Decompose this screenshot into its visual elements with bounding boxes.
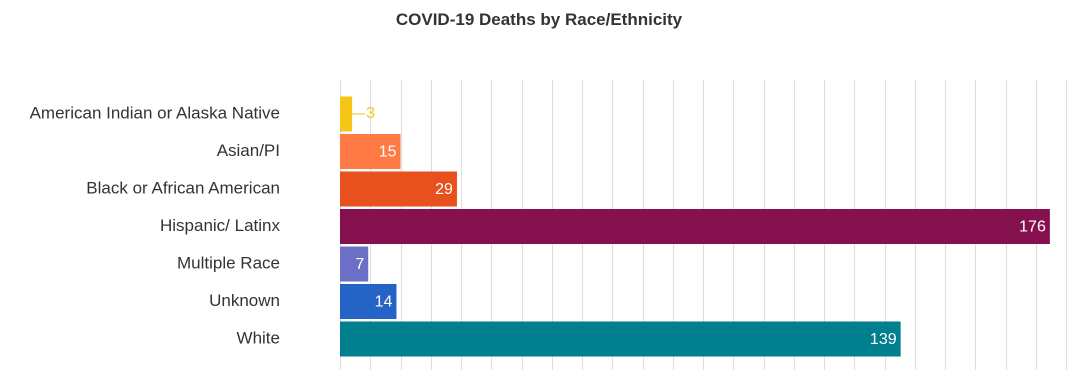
chart-title: COVID-19 Deaths by Race/Ethnicity	[395, 10, 683, 29]
data-label: 139	[870, 331, 897, 348]
bar	[340, 284, 397, 319]
data-label: 14	[375, 294, 393, 311]
category-label: Unknown	[209, 291, 280, 310]
category-label: Hispanic/ Latinx	[160, 216, 281, 235]
category-label: Multiple Race	[177, 253, 280, 272]
category-label: American Indian or Alaska Native	[30, 103, 280, 122]
category-label: White	[237, 328, 280, 347]
bar	[340, 209, 1050, 244]
bar	[340, 96, 353, 132]
data-label: 3	[366, 105, 375, 122]
data-label: 15	[379, 144, 397, 161]
bar	[340, 134, 401, 169]
category-label: Asian/PI	[217, 141, 280, 160]
data-label: 7	[355, 256, 364, 273]
category-label: Black or African American	[86, 178, 280, 197]
bar	[340, 246, 369, 282]
bar	[340, 171, 457, 207]
data-label: 29	[435, 181, 453, 198]
bar	[340, 321, 901, 357]
data-label: 176	[1019, 219, 1046, 236]
